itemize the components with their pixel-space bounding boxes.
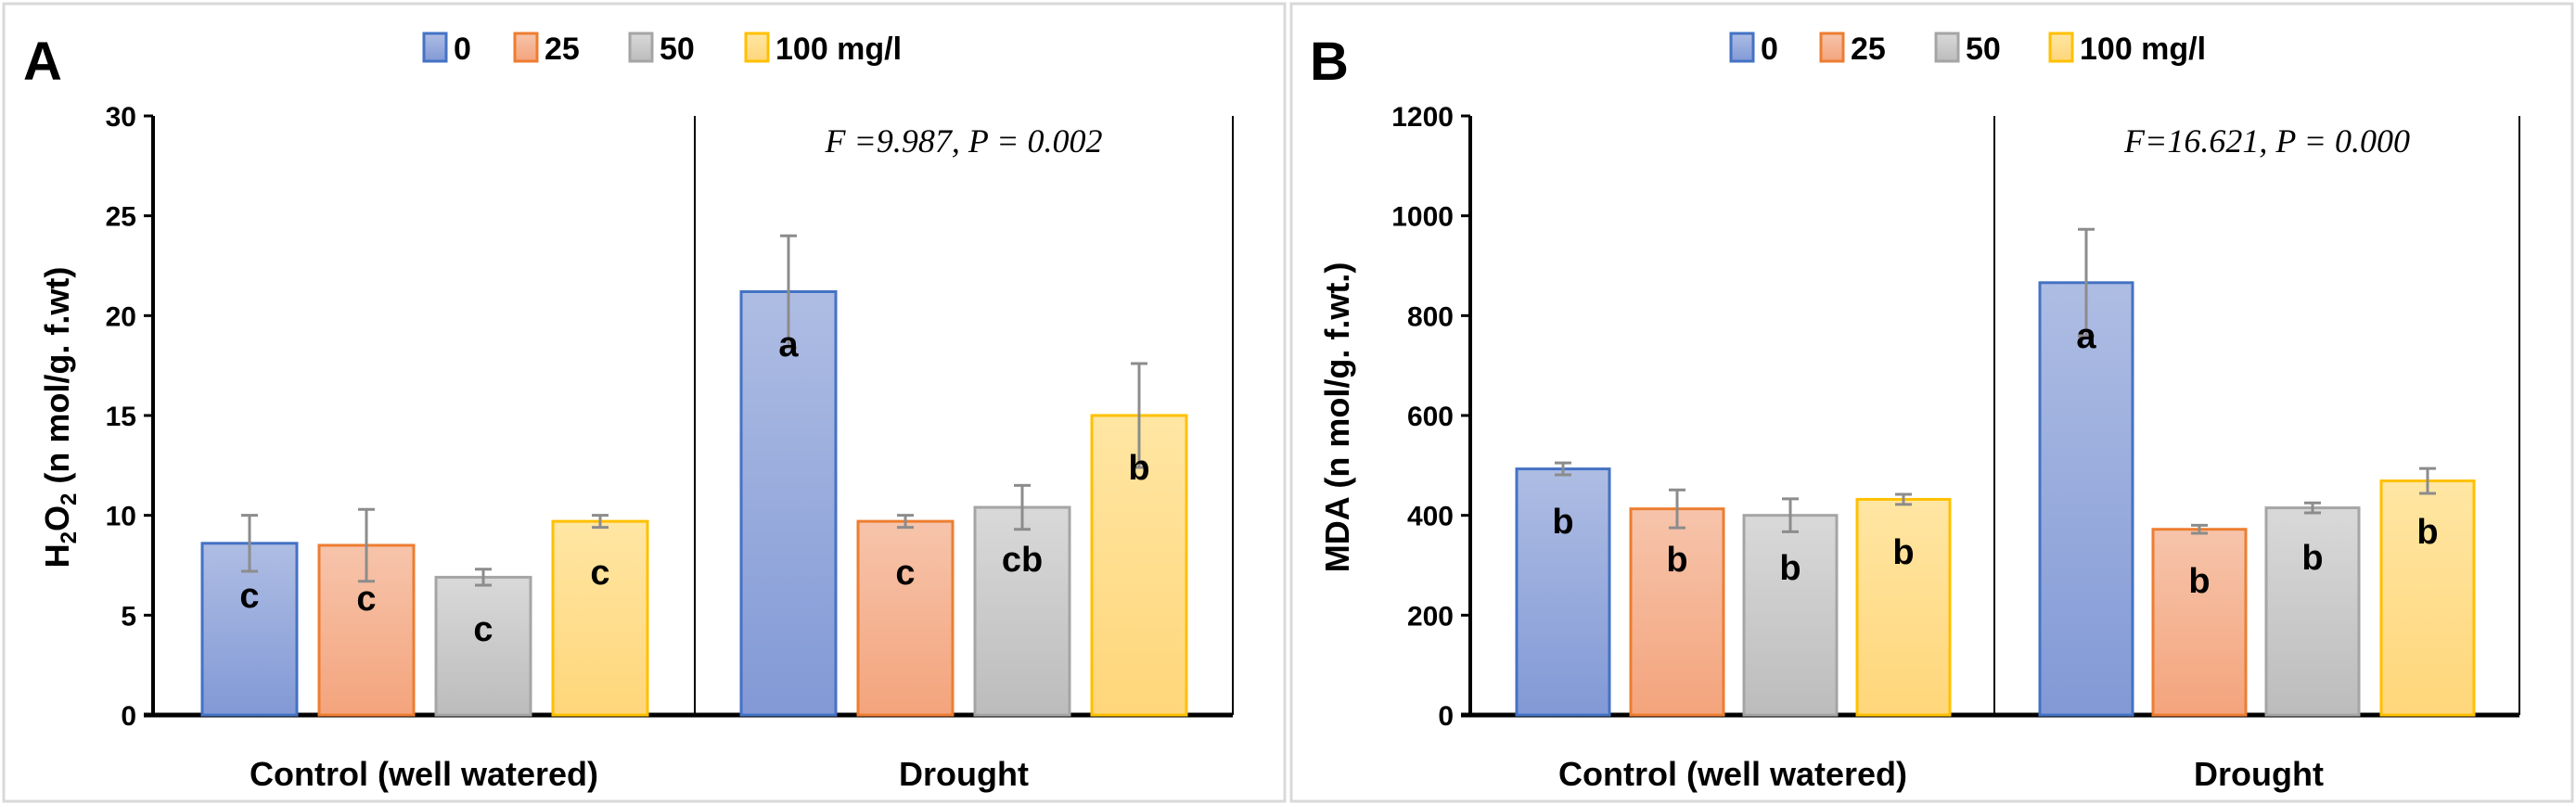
x-category-label: Control (well watered) — [250, 755, 598, 793]
error-bar — [592, 514, 609, 530]
legend-swatch-0 — [1729, 32, 1755, 63]
bar-50-0 — [434, 575, 532, 717]
significance-letter: c — [356, 580, 376, 619]
error-bar — [1895, 492, 1912, 506]
y-axis-label-rest: (n mol/g. f.wt) — [38, 267, 76, 493]
bar-100mgl-1 — [2379, 479, 2476, 717]
significance-letter: b — [2416, 513, 2438, 552]
anova-annotation: F =9.987, P = 0.002 — [825, 122, 1103, 160]
significance-letter: c — [239, 577, 259, 616]
significance-letter: b — [2188, 562, 2210, 601]
y-axis-label-sub2: 2 — [57, 493, 82, 505]
x-category-label: Drought — [899, 755, 1029, 793]
error-bar — [897, 514, 914, 530]
error-bar — [1555, 461, 1571, 477]
legend-swatch-1 — [1819, 32, 1845, 63]
bar-50-1 — [2264, 506, 2361, 717]
error-bar — [241, 514, 258, 573]
error-bar — [2304, 501, 2321, 515]
bar-0-0 — [1515, 467, 1611, 717]
x-category-label: Drought — [2194, 755, 2324, 793]
legend-swatch-3 — [2048, 32, 2074, 63]
error-bar — [358, 507, 375, 583]
y-tick-label: 15 — [106, 402, 136, 432]
error-bar — [1669, 488, 1685, 530]
anova-annotation: F=16.621, P = 0.000 — [2123, 122, 2410, 160]
y-tick-label: 0 — [121, 701, 136, 732]
y-tick-label: 800 — [1407, 301, 1454, 332]
legend-label-1: 25 — [545, 32, 580, 67]
error-bar — [2191, 523, 2208, 535]
significance-letter: b — [1892, 533, 1914, 572]
y-axis-label-main1: MDA (n mol/g. f.wt.) — [1318, 262, 1356, 573]
significance-letter: c — [473, 610, 493, 649]
y-axis-label-main2: O — [38, 505, 76, 531]
y-tick-label: 25 — [106, 202, 136, 233]
legend-label-1: 25 — [1851, 32, 1886, 67]
error-bar — [2419, 466, 2436, 495]
bar-100mgl-0 — [551, 519, 649, 717]
error-bar — [475, 568, 492, 587]
legend-label-0: 0 — [1761, 32, 1778, 67]
y-tick-label: 1200 — [1391, 102, 1454, 133]
y-tick-label: 400 — [1407, 502, 1454, 532]
bar-50-0 — [1742, 514, 1839, 717]
significance-letter: a — [2076, 317, 2096, 356]
legend-label-2: 50 — [660, 32, 695, 67]
y-tick-label: 30 — [106, 102, 136, 133]
chart-panel-B: B 0 25 50 100 mg/l 0 200 400 600 800 1000 1200 MDA (… — [1289, 2, 2574, 803]
bar-25-1 — [2151, 528, 2248, 717]
legend-label-2: 50 — [1966, 32, 2001, 67]
legend-label-3: 100 mg/l — [775, 32, 902, 67]
error-bar — [1782, 497, 1799, 533]
y-tick-label: 5 — [121, 601, 136, 632]
significance-letter: c — [590, 554, 609, 593]
legend-swatch-0 — [422, 32, 448, 63]
y-tick-label: 200 — [1407, 601, 1454, 632]
y-tick-label: 0 — [1438, 701, 1454, 732]
y-tick-label: 600 — [1407, 402, 1454, 432]
bar-25-1 — [856, 519, 955, 717]
significance-letter: b — [2301, 539, 2323, 578]
significance-letter: b — [1552, 503, 1573, 542]
legend-swatch-2 — [1934, 32, 1960, 63]
legend-swatch-3 — [744, 32, 770, 63]
error-bar — [1131, 362, 1147, 469]
error-bar — [1014, 483, 1031, 531]
y-tick-label: 1000 — [1391, 202, 1454, 233]
significance-letter: c — [895, 554, 915, 593]
significance-letter: b — [1779, 549, 1801, 588]
bar-50-1 — [973, 505, 1071, 717]
y-tick-label: 10 — [106, 502, 136, 532]
legend-swatch-2 — [628, 32, 654, 63]
error-bar — [780, 234, 797, 350]
error-bar — [2078, 227, 2095, 338]
significance-letter: cb — [1002, 541, 1043, 580]
bar-0-1 — [739, 289, 838, 717]
x-category-label: Control (well watered) — [1558, 755, 1907, 793]
significance-letter: b — [1128, 449, 1149, 488]
legend-label-0: 0 — [454, 32, 471, 67]
legend-swatch-1 — [513, 32, 539, 63]
significance-letter: b — [1666, 541, 1687, 580]
bar-100mgl-0 — [1855, 497, 1952, 717]
legend-label-3: 100 mg/l — [2080, 32, 2206, 67]
panel-label: A — [23, 32, 62, 92]
significance-letter: a — [778, 326, 799, 364]
panel-label: B — [1310, 32, 1349, 92]
y-axis-label: H2O2 (n mol/g. f.wt) — [38, 267, 82, 569]
y-tick-label: 20 — [106, 301, 136, 332]
y-axis-label-main1: H — [38, 543, 76, 568]
y-axis-label: MDA (n mol/g. f.wt.) — [1318, 262, 1356, 573]
y-axis-label-sub1: 2 — [57, 531, 82, 543]
